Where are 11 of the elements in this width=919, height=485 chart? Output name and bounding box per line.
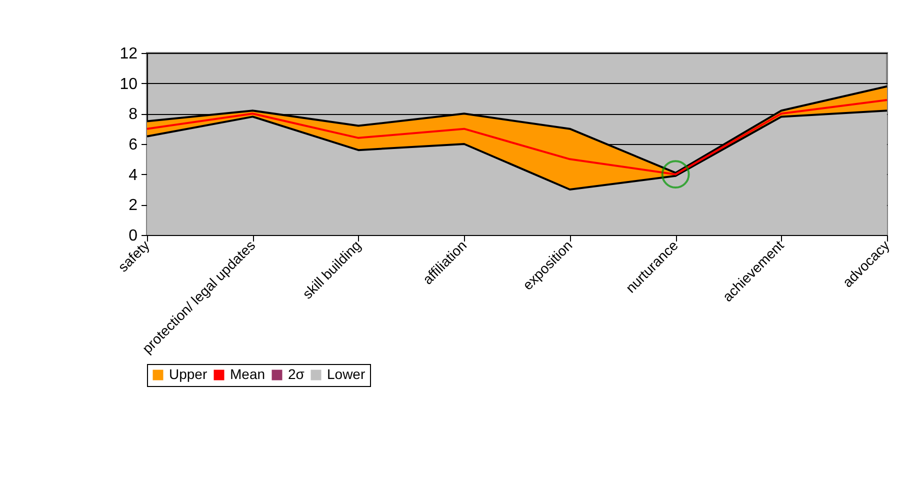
- y-tick-label: 8: [128, 106, 138, 124]
- y-tick-label: 4: [128, 166, 138, 184]
- y-tick-label: 10: [120, 76, 138, 93]
- y-tick-label: 2: [128, 197, 138, 214]
- y-tick-label: 12: [120, 46, 138, 62]
- legend-label: 2σ: [288, 366, 305, 382]
- legend-label: Lower: [327, 366, 366, 382]
- y-tick-label: 0: [128, 228, 138, 244]
- y-tick-label: 6: [128, 136, 138, 154]
- legend-label: Upper: [169, 366, 208, 382]
- legend-label: Mean: [230, 366, 266, 382]
